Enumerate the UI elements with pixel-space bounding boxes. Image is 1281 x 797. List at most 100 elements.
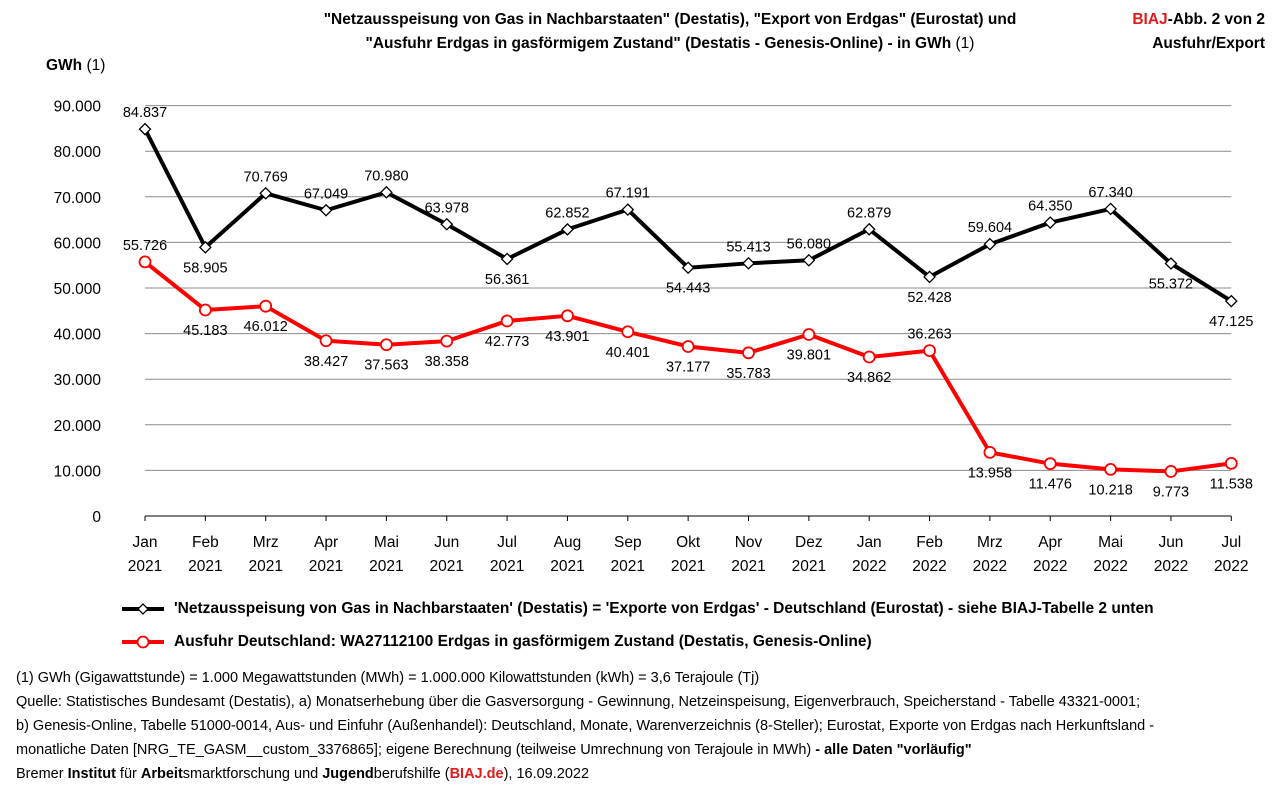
data-point-ausfuhr xyxy=(500,314,514,328)
x-tick-label-month: Apr xyxy=(1038,534,1062,551)
data-point-netzausspeisung xyxy=(319,203,333,217)
x-tick-label-month: Mai xyxy=(374,534,399,551)
data-point-netzausspeisung xyxy=(198,240,212,254)
data-label: 56.361 xyxy=(485,272,529,288)
data-point-ausfuhr xyxy=(621,325,635,339)
x-tick-label-year: 2022 xyxy=(1033,558,1067,575)
data-point-ausfuhr xyxy=(862,350,876,364)
y-tick-label: 60.000 xyxy=(54,235,102,252)
data-point-ausfuhr xyxy=(802,328,816,341)
data-label: 38.358 xyxy=(425,354,469,370)
data-label: 39.801 xyxy=(787,348,831,364)
y-tick-label: 80.000 xyxy=(54,144,102,161)
data-label: 67.049 xyxy=(304,186,348,202)
y-axis-unit: GWh (1) xyxy=(46,57,106,74)
x-tick-label-year: 2022 xyxy=(1214,558,1248,575)
footnote-unit: (1) GWh (Gigawattstunde) = 1.000 Megawat… xyxy=(16,670,760,686)
x-tick-label-year: 2021 xyxy=(188,558,222,575)
data-label: 46.012 xyxy=(244,319,288,335)
x-tick-label-year: 2022 xyxy=(973,558,1007,575)
data-point-netzausspeisung xyxy=(1043,216,1057,229)
data-label: 52.428 xyxy=(907,290,951,306)
x-tick-label-month: Apr xyxy=(314,534,338,551)
data-point-ausfuhr xyxy=(440,334,454,348)
data-label: 13.958 xyxy=(968,465,1012,481)
data-point-netzausspeisung xyxy=(923,270,936,284)
data-label: 34.862 xyxy=(847,370,891,386)
y-tick-label: 10.000 xyxy=(54,463,102,480)
x-tick-label-year: 2021 xyxy=(430,558,464,575)
x-tick-label-year: 2022 xyxy=(1093,558,1127,575)
chart-title: "Netzausspeisung von Gas in Nachbarstaat… xyxy=(250,8,1090,56)
data-point-ausfuhr xyxy=(259,299,273,313)
footnote-source-c: monatliche Daten [NRG_TE_GASM__custom_33… xyxy=(16,742,972,758)
footnotes: (1) GWh (Gigawattstunde) = 1.000 Megawat… xyxy=(16,666,1154,786)
data-label: 62.879 xyxy=(847,205,891,221)
x-tick-label-month: Okt xyxy=(676,534,701,551)
legend-marker-red-circle xyxy=(122,635,164,649)
data-point-netzausspeisung xyxy=(1104,202,1118,216)
y-tick-label: 0 xyxy=(92,509,101,526)
y-tick-label: 70.000 xyxy=(54,190,102,207)
data-label: 10.218 xyxy=(1088,482,1132,498)
x-tick-label-year: 2021 xyxy=(671,558,705,575)
data-point-netzausspeisung xyxy=(500,252,514,266)
x-tick-label-month: Jun xyxy=(434,534,459,551)
data-point-ausfuhr xyxy=(198,303,212,317)
x-tick-label-year: 2022 xyxy=(852,558,886,575)
x-tick-label-month: Sep xyxy=(614,534,642,551)
data-label: 11.476 xyxy=(1029,477,1072,493)
data-label: 38.427 xyxy=(304,354,348,370)
figure-subtitle: Ausfuhr/Export xyxy=(1152,35,1265,52)
footnote-publisher: Bremer Institut für Arbeitsmarktforschun… xyxy=(16,766,590,782)
data-label: 54.443 xyxy=(666,281,710,297)
y-tick-label: 50.000 xyxy=(54,281,102,298)
data-label: 36.263 xyxy=(907,327,951,343)
x-tick-label-month: Mrz xyxy=(253,534,279,551)
data-label: 11.538 xyxy=(1210,476,1253,492)
x-tick-label-year: 2021 xyxy=(309,558,343,575)
x-tick-label-year: 2021 xyxy=(248,558,282,575)
x-tick-label-month: Jul xyxy=(497,534,517,551)
data-label: 45.183 xyxy=(183,323,227,339)
legend-entry-netzausspeisung: 'Netzausspeisung von Gas in Nachbarstaat… xyxy=(120,600,1154,618)
data-label: 42.773 xyxy=(485,334,529,350)
legend-label-netzausspeisung: 'Netzausspeisung von Gas in Nachbarstaat… xyxy=(174,600,1154,617)
data-label: 55.413 xyxy=(726,239,770,255)
x-tick-label-year: 2021 xyxy=(490,558,524,575)
x-tick-label-year: 2021 xyxy=(792,558,826,575)
data-label: 55.372 xyxy=(1149,277,1193,293)
footnote-source-b: b) Genesis-Online, Tabelle 51000-0014, A… xyxy=(16,718,1155,734)
data-point-netzausspeisung xyxy=(138,122,152,136)
x-tick-label-year: 2021 xyxy=(128,558,162,575)
title-line-1: "Netzausspeisung von Gas in Nachbarstaat… xyxy=(323,11,1017,28)
data-label: 58.905 xyxy=(183,260,227,276)
data-point-ausfuhr xyxy=(138,255,152,269)
x-tick-label-year: 2022 xyxy=(912,558,946,575)
x-tick-label-month: Mrz xyxy=(977,534,1003,551)
data-point-netzausspeisung xyxy=(621,203,635,217)
data-point-ausfuhr xyxy=(319,334,333,348)
data-point-ausfuhr xyxy=(1104,463,1117,476)
data-point-ausfuhr xyxy=(561,309,574,323)
legend-label-ausfuhr: Ausfuhr Deutschland: WA27112100 Erdgas i… xyxy=(174,633,872,650)
data-point-netzausspeisung xyxy=(259,186,273,200)
data-label: 59.604 xyxy=(968,220,1012,236)
data-label: 67.191 xyxy=(606,186,650,202)
data-point-netzausspeisung xyxy=(742,256,755,270)
y-tick-label: 30.000 xyxy=(54,372,102,389)
data-point-netzausspeisung xyxy=(379,185,393,199)
data-point-ausfuhr xyxy=(742,346,755,360)
data-label: 56.080 xyxy=(787,236,831,252)
x-tick-label-year: 2021 xyxy=(550,558,584,575)
x-tick-label-month: Jan xyxy=(133,534,158,551)
data-label: 43.901 xyxy=(545,329,589,345)
data-point-ausfuhr xyxy=(1164,465,1178,478)
x-tick-label-month: Jun xyxy=(1158,534,1183,551)
x-tick-label-month: Jan xyxy=(857,534,882,551)
x-tick-label-month: Mai xyxy=(1098,534,1123,551)
data-label: 70.980 xyxy=(364,168,408,184)
data-label: 70.769 xyxy=(244,169,288,185)
x-tick-label-year: 2021 xyxy=(369,558,403,575)
data-label: 37.177 xyxy=(666,359,710,375)
